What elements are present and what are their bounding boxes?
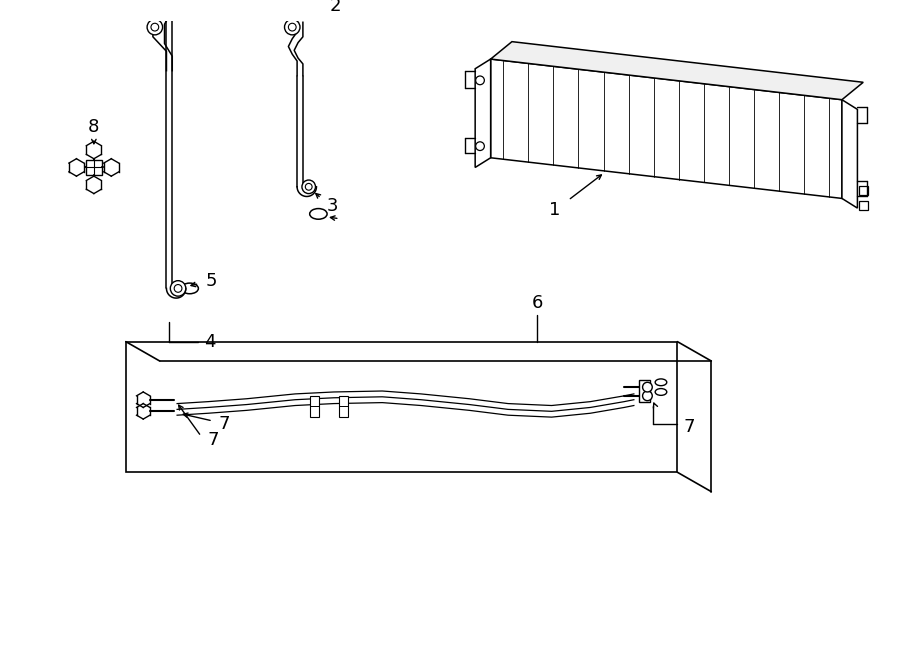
Text: 7: 7 xyxy=(683,418,695,436)
Circle shape xyxy=(302,180,316,194)
Bar xyxy=(310,396,320,417)
Circle shape xyxy=(643,382,652,392)
Polygon shape xyxy=(475,59,491,167)
Circle shape xyxy=(284,19,300,35)
Text: 6: 6 xyxy=(531,294,543,312)
Text: 7: 7 xyxy=(207,432,219,449)
Text: 5: 5 xyxy=(205,272,217,290)
Polygon shape xyxy=(491,42,863,100)
Text: 4: 4 xyxy=(204,332,216,350)
Circle shape xyxy=(147,19,163,35)
Bar xyxy=(338,396,348,417)
Bar xyxy=(860,202,868,210)
Polygon shape xyxy=(126,342,678,473)
Text: 2: 2 xyxy=(330,0,342,15)
Polygon shape xyxy=(491,59,842,198)
Bar xyxy=(639,380,651,402)
Bar xyxy=(86,160,102,175)
Text: 8: 8 xyxy=(88,118,100,136)
Text: 3: 3 xyxy=(328,197,338,215)
Text: 7: 7 xyxy=(219,415,230,433)
Circle shape xyxy=(643,391,652,401)
Bar xyxy=(860,186,868,194)
Polygon shape xyxy=(842,100,858,208)
Text: 1: 1 xyxy=(549,201,560,219)
Circle shape xyxy=(475,142,484,151)
Circle shape xyxy=(475,76,484,85)
Circle shape xyxy=(170,281,185,296)
